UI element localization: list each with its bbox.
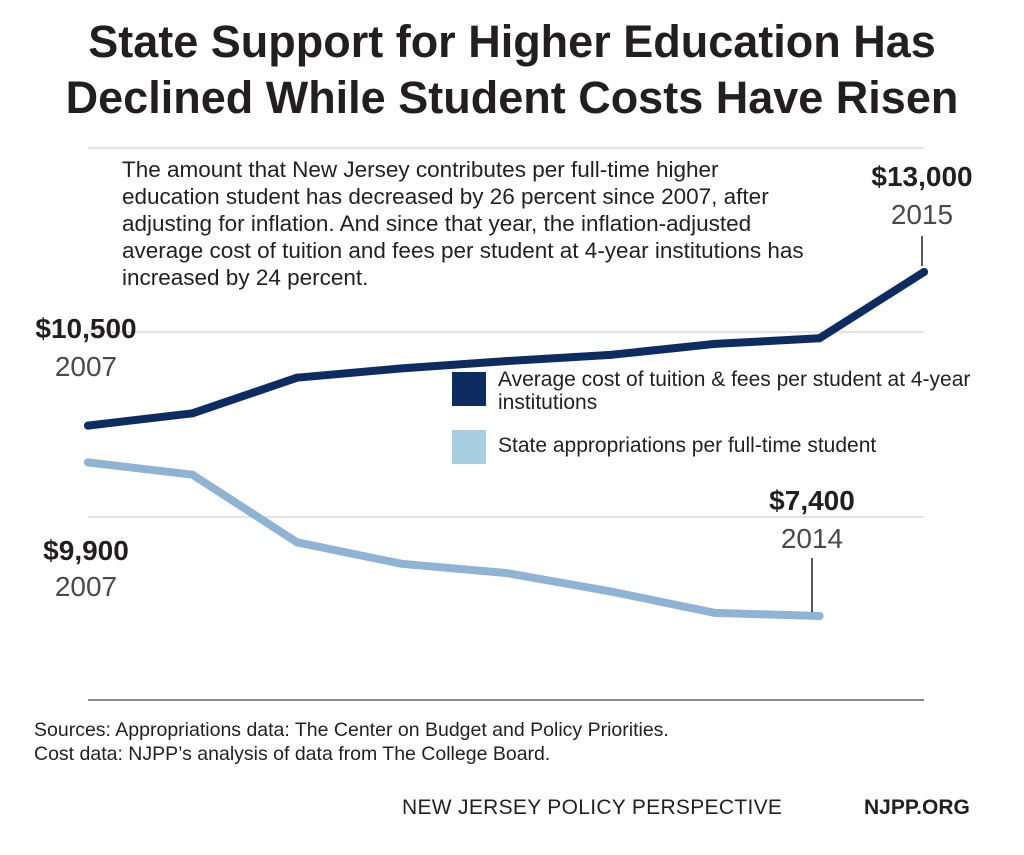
data-point-0-2: [293, 373, 301, 382]
chart-title-line-1: State Support for Higher Education Has: [88, 16, 936, 67]
chart-title: State Support for Higher Education Has De…: [0, 14, 1024, 126]
sources-line-1: Sources: Appropriations data: The Center…: [34, 719, 669, 741]
annotation-value-2: $9,900: [43, 535, 129, 566]
data-point-0-3: [397, 364, 406, 373]
data-point-0-8: [920, 268, 928, 276]
annotations: $13,000 2015 $10,500 2007 $9,900 2007 $7,400 20…: [35, 161, 973, 612]
sources-line-2: Cost data: NJPP’s analysis of data from …: [34, 743, 551, 765]
data-point-0-5: [606, 350, 615, 359]
data-point-1-2: [293, 538, 301, 547]
gridlines: [88, 147, 924, 701]
annotation-value-3: $7,400: [769, 485, 855, 516]
data-point-1-3: [397, 559, 406, 568]
data-point-0-1: [188, 409, 197, 418]
series-lines: [84, 268, 928, 620]
annotation-value-1: $10,500: [35, 313, 136, 344]
annotation-value-0: $13,000: [871, 161, 972, 192]
legend-label-tuition: Average cost of tuition & fees per stude…: [498, 368, 971, 414]
data-point-1-5: [606, 587, 615, 596]
data-point-1-7: [815, 612, 824, 620]
footer-url[interactable]: NJPP.ORG: [864, 796, 970, 819]
legend-swatch-appropriations: [452, 430, 486, 464]
data-point-1-6: [711, 608, 719, 617]
sources: Sources: Appropriations data: The Center…: [34, 718, 934, 766]
data-point-0-0: [84, 421, 92, 430]
series-line-1: [84, 458, 824, 620]
annotation-year-2: 2007: [55, 571, 117, 602]
annotation-year-0: 2015: [891, 199, 953, 230]
footer-org: NEW JERSEY POLICY PERSPECTIVE: [402, 796, 783, 819]
legend-swatch-tuition: [452, 372, 486, 406]
data-point-0-4: [502, 357, 510, 366]
annotation-year-1: 2007: [55, 351, 117, 382]
data-point-1-0: [84, 458, 92, 467]
chart-title-line-2: Declined While Student Costs Have Risen: [65, 72, 959, 123]
data-point-1-1: [188, 470, 197, 479]
chart-note: The amount that New Jersey contributes p…: [122, 157, 804, 290]
legend-label-appropriations: State appropriations per full-time stude…: [498, 434, 877, 457]
annotation-year-3: 2014: [781, 523, 843, 554]
data-point-1-4: [502, 569, 510, 577]
data-point-0-6: [711, 339, 719, 348]
data-point-0-7: [815, 334, 824, 343]
